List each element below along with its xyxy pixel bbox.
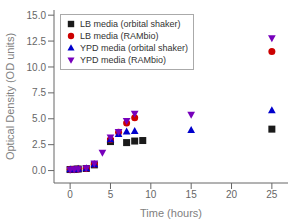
html-text:LB media (orbital shaker): LB media (orbital shaker) xyxy=(80,19,181,29)
svg-text:10.0: 10.0 xyxy=(27,62,47,73)
svg-text:2.5: 2.5 xyxy=(32,139,46,150)
svg-text:Optical Density (OD units): Optical Density (OD units) xyxy=(8,33,16,160)
svg-text:Time (hours): Time (hours) xyxy=(140,207,202,219)
html-text:YPD media (RAMbio): YPD media (RAMbio) xyxy=(80,55,166,65)
svg-text:7.5: 7.5 xyxy=(32,87,46,98)
svg-text:0: 0 xyxy=(67,189,73,200)
svg-text:5: 5 xyxy=(108,189,114,200)
svg-text:12.5: 12.5 xyxy=(27,36,47,47)
html-text:YPD media (orbital shaker): YPD media (orbital shaker) xyxy=(80,43,188,53)
svg-text:25: 25 xyxy=(266,189,278,200)
svg-text:15.0: 15.0 xyxy=(27,10,47,21)
svg-text:20: 20 xyxy=(226,189,238,200)
svg-text:5.0: 5.0 xyxy=(32,113,46,124)
svg-text:15: 15 xyxy=(186,189,198,200)
svg-text:0.0: 0.0 xyxy=(32,165,46,176)
svg-text:10: 10 xyxy=(145,189,157,200)
html-text:LB media (RAMbio): LB media (RAMbio) xyxy=(80,31,159,41)
